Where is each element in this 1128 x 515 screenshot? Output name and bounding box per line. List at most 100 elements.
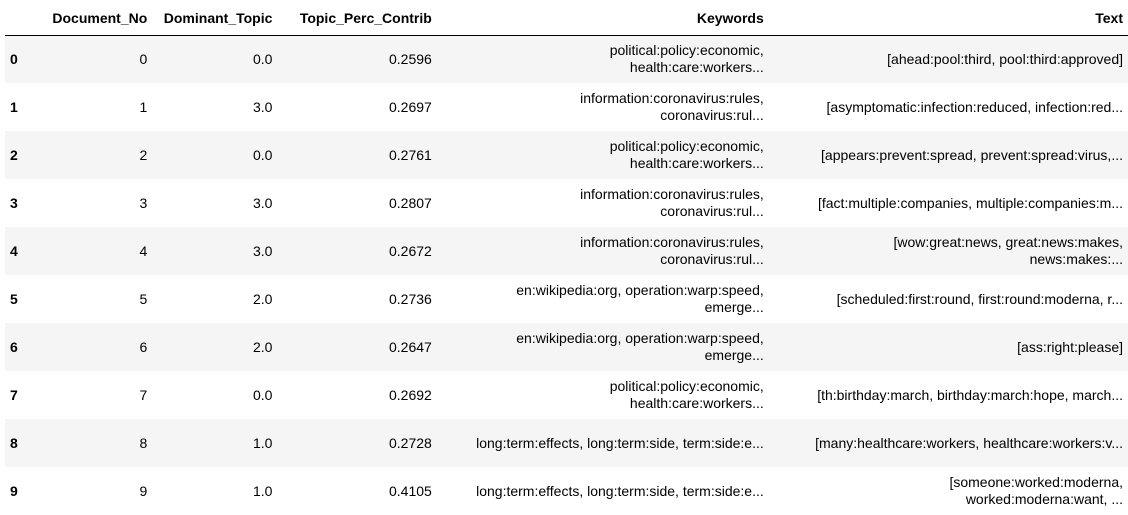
cell-keywords-line: political:policy:economic,	[609, 138, 764, 154]
cell-keywords: information:coronavirus:rules, coronaviru…	[437, 179, 769, 227]
row-index: 7	[10, 387, 18, 403]
table-row: 6 6 2.0 0.2647 en:wikipedia:org, operation:w…	[5, 323, 1128, 371]
cell-dominant-topic: 3.0	[252, 195, 273, 211]
cell-document-no: 5	[139, 291, 148, 307]
cell-topic-perc-contrib: 0.2736	[388, 291, 432, 307]
cell-keywords: long:term:effects, long:term:side, term:…	[437, 467, 769, 515]
header-row: Document_No Dominant_Topic Topic_Perc_Co…	[5, 0, 1128, 36]
cell-topic-perc-contrib: 0.2728	[388, 435, 432, 451]
row-index: 1	[10, 99, 18, 115]
cell-keywords-line: information:coronavirus:rules,	[580, 234, 764, 250]
column-header-document-no: Document_No	[33, 0, 153, 36]
table-body: 0 0 0.0 0.2596 political:policy:economic, hea…	[5, 35, 1128, 515]
cell-dominant-topic: 1.0	[252, 435, 273, 451]
cell-dominant-topic: 2.0	[252, 339, 273, 355]
table-row: 4 4 3.0 0.2672 information:coronavirus:rules…	[5, 227, 1128, 275]
cell-text-line: news:makes:...	[1029, 251, 1123, 267]
cell-text: [many:healthcare:workers, healthcare:wor…	[769, 419, 1128, 467]
cell-keywords: en:wikipedia:org, operation:warp:speed, e…	[437, 275, 769, 323]
cell-document-no: 9	[139, 483, 148, 499]
cell-document-no: 4	[139, 243, 148, 259]
cell-dominant-topic: 0.0	[252, 147, 273, 163]
cell-keywords: information:coronavirus:rules, coronaviru…	[437, 227, 769, 275]
cell-dominant-topic: 3.0	[252, 99, 273, 115]
cell-text-line: [ahead:pool:third, pool:third:approved]	[887, 50, 1123, 67]
cell-text-line: worked:moderna:want, ...	[965, 491, 1123, 507]
cell-keywords-line: emerge...	[704, 347, 764, 363]
index-header	[5, 0, 34, 36]
cell-keywords-line: health:care:workers...	[629, 59, 764, 76]
dataframe-table: Document_No Dominant_Topic Topic_Perc_Co…	[5, 0, 1128, 515]
cell-keywords-line: coronavirus:rul...	[660, 203, 764, 219]
table-row: 1 1 3.0 0.2697 information:coronavirus:rules…	[5, 83, 1128, 131]
cell-topic-perc-contrib: 0.2697	[388, 99, 432, 115]
cell-document-no: 0	[139, 51, 148, 68]
cell-text: [th:birthday:march, birthday:march:hope,…	[769, 371, 1128, 419]
cell-keywords-line: long:term:effects, long:term:side, term:…	[476, 434, 764, 451]
cell-text-line: [fact:multiple:companies, multiple:compa…	[817, 194, 1123, 211]
cell-document-no: 6	[139, 339, 148, 355]
table-row: 2 2 0.0 0.2761 political:policy:economic, hea…	[5, 131, 1128, 179]
cell-text-line: [ass:right:please]	[1017, 338, 1123, 355]
cell-keywords: political:policy:economic, health:care:wo…	[437, 371, 769, 419]
row-index: 8	[10, 435, 18, 451]
cell-text: [ahead:pool:third, pool:third:approved]	[769, 35, 1128, 83]
column-header-topic-perc-contrib: Topic_Perc_Contrib	[277, 0, 437, 36]
cell-text: [fact:multiple:companies, multiple:compa…	[769, 179, 1128, 227]
cell-topic-perc-contrib: 0.2761	[388, 147, 432, 163]
table-row: 5 5 2.0 0.2736 en:wikipedia:org, operation:w…	[5, 275, 1128, 323]
cell-keywords-line: information:coronavirus:rules,	[580, 90, 764, 106]
row-index: 4	[10, 243, 18, 259]
cell-text-line: [asymptomatic:infection:reduced, infecti…	[826, 98, 1123, 115]
row-index: 5	[10, 291, 18, 307]
cell-topic-perc-contrib: 0.2647	[388, 339, 432, 355]
table-row: 8 8 1.0 0.2728 long:term:effects, long:term:…	[5, 419, 1128, 467]
cell-document-no: 1	[139, 99, 148, 115]
table-row: 7 7 0.0 0.2692 political:policy:economic, hea…	[5, 371, 1128, 419]
cell-keywords: information:coronavirus:rules, coronaviru…	[437, 83, 769, 131]
cell-keywords: en:wikipedia:org, operation:warp:speed, e…	[437, 323, 769, 371]
cell-text-line: [wow:great:news, great:news:makes,	[893, 234, 1123, 250]
cell-keywords-line: long:term:effects, long:term:side, term:…	[476, 482, 764, 499]
cell-keywords-line: coronavirus:rul...	[660, 251, 764, 267]
cell-keywords-line: information:coronavirus:rules,	[580, 186, 764, 202]
row-index: 3	[10, 195, 18, 211]
cell-text-line: [th:birthday:march, birthday:march:hope,…	[817, 386, 1123, 403]
cell-text: [someone:worked:moderna, worked:moderna:w…	[769, 467, 1128, 515]
cell-document-no: 3	[139, 195, 148, 211]
cell-text-line: [appears:prevent:spread, prevent:spread:…	[821, 146, 1123, 163]
cell-keywords-line: en:wikipedia:org, operation:warp:speed,	[516, 282, 764, 298]
cell-keywords: political:policy:economic, health:care:wo…	[437, 35, 769, 83]
cell-keywords-line: political:policy:economic,	[609, 378, 764, 394]
table-row: 0 0 0.0 0.2596 political:policy:economic, hea…	[5, 35, 1128, 83]
cell-topic-perc-contrib: 0.2596	[388, 51, 432, 68]
cell-text-line: [scheduled:first:round, first:round:mode…	[836, 290, 1123, 307]
cell-text: [asymptomatic:infection:reduced, infecti…	[769, 83, 1128, 131]
table-row: 9 9 1.0 0.4105 long:term:effects, long:term:…	[5, 467, 1128, 515]
cell-dominant-topic: 0.0	[252, 387, 273, 403]
cell-topic-perc-contrib: 0.2692	[388, 387, 432, 403]
cell-topic-perc-contrib: 0.4105	[388, 483, 432, 499]
cell-document-no: 2	[139, 147, 148, 163]
column-header-text: Text	[768, 0, 1128, 36]
row-index: 2	[10, 147, 18, 163]
cell-text: [wow:great:news, great:news:makes, news:m…	[769, 227, 1128, 275]
cell-keywords-line: coronavirus:rul...	[660, 107, 764, 123]
cell-keywords-line: health:care:workers...	[629, 155, 764, 171]
row-index: 6	[10, 339, 18, 355]
column-header-keywords: Keywords	[436, 0, 769, 36]
cell-dominant-topic: 3.0	[252, 243, 273, 259]
cell-document-no: 7	[139, 387, 148, 403]
cell-keywords: long:term:effects, long:term:side, term:…	[437, 419, 769, 467]
column-header-dominant-topic: Dominant_Topic	[152, 0, 278, 36]
cell-dominant-topic: 2.0	[252, 291, 273, 307]
row-index: 9	[10, 483, 18, 499]
cell-text: [ass:right:please]	[769, 323, 1128, 371]
cell-text: [appears:prevent:spread, prevent:spread:…	[769, 131, 1128, 179]
row-index: 0	[10, 51, 18, 68]
cell-dominant-topic: 1.0	[252, 483, 273, 499]
table-row: 3 3 3.0 0.2807 information:coronavirus:rules…	[5, 179, 1128, 227]
cell-keywords: political:policy:economic, health:care:wo…	[437, 131, 769, 179]
cell-topic-perc-contrib: 0.2672	[388, 243, 432, 259]
